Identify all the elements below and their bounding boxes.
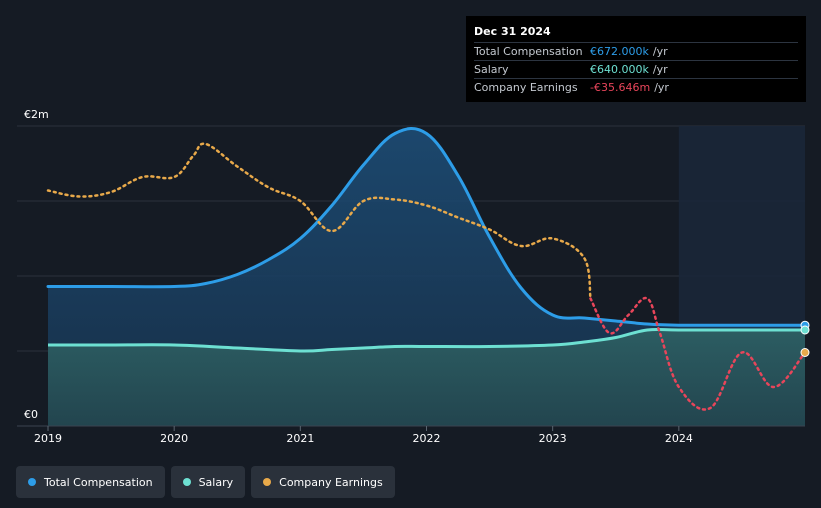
tooltip-value: €672.000k (590, 45, 649, 58)
end-markers (800, 320, 810, 357)
tooltip-unit: /yr (654, 81, 669, 94)
x-tick-label: 2022 (413, 432, 441, 445)
total-compensation-line (46, 127, 807, 327)
tooltip-label: Company Earnings (474, 81, 578, 94)
salary-area (48, 329, 805, 426)
company-earnings-negative-line (589, 296, 807, 411)
legend-label: Salary (198, 475, 234, 489)
tooltip-unit: /yr (652, 45, 668, 58)
x-axis-ticks: 2019 2020 2021 2022 2023 2024 (34, 426, 693, 445)
legend-item-company-earnings[interactable]: Company Earnings (251, 466, 395, 498)
x-tick-label: 2021 (286, 432, 314, 445)
tooltip-unit: /yr (652, 63, 668, 76)
company-earnings-end-marker (800, 348, 810, 357)
x-tick-label: 2023 (539, 432, 567, 445)
tooltip-label: Salary (474, 63, 509, 76)
legend-item-salary[interactable]: Salary (170, 466, 246, 498)
legend-label: Total Compensation (44, 475, 153, 489)
tooltip-row-total-compensation: Total Compensation €672.000k /yr (474, 42, 798, 60)
legend-item-total-compensation[interactable]: Total Compensation (16, 466, 165, 498)
x-tick-label: 2020 (160, 432, 188, 445)
y-axis-max-label: €2m (24, 108, 49, 121)
tooltip-value: €640.000k (590, 63, 649, 76)
x-tick-label: 2024 (665, 432, 693, 445)
y-axis-zero-label: €0 (24, 408, 38, 421)
tooltip: Dec 31 2024 Total Compensation €672.000k… (466, 16, 806, 102)
salary-end-marker (800, 325, 810, 335)
tooltip-label: Total Compensation (474, 45, 583, 58)
legend-dot-icon (263, 478, 272, 486)
tooltip-row-salary: Salary €640.000k /yr (474, 60, 798, 78)
legend-label: Company Earnings (279, 475, 383, 489)
tooltip-row-company-earnings: Company Earnings -€35.646m /yr (474, 78, 798, 96)
legend-dot-icon (182, 478, 191, 486)
x-tick-label: 2019 (34, 432, 62, 445)
company-earnings-line (46, 142, 592, 300)
tooltip-date: Dec 31 2024 (474, 25, 551, 38)
tooltip-value: -€35.646m (590, 81, 651, 94)
legend-dot-icon (28, 478, 36, 486)
salary-line (47, 327, 805, 353)
legend: Total Compensation Salary Company Earnin… (16, 466, 395, 498)
